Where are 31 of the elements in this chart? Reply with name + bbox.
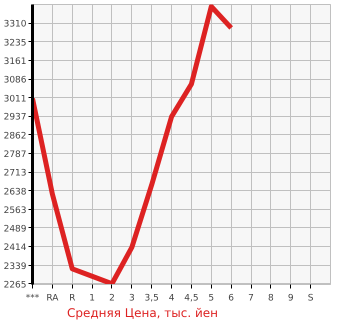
y-tick-label: 2787 [4,150,26,160]
y-tick-label: 3235 [4,38,26,48]
x-tick-label: 2 [109,294,115,304]
x-tick-label: 3 [128,294,135,304]
x-tick-label: 4,5 [184,294,199,304]
text: Средняя Цена, тыс. йен [67,306,218,320]
y-tick-label: 2489 [4,224,27,234]
x-tick-label: 6 [228,294,234,304]
y-tick-label: 3161 [4,56,26,67]
y-tick-label: 2414 [4,243,27,254]
x-tick-label: 1 [89,294,95,304]
x-tick-label: 4 [168,294,175,304]
y-tick-label: 2638 [4,187,27,198]
x-tick-label: R [69,294,76,304]
y-tick-label: 3310 [4,20,27,30]
y-tick-label: 2713 [4,168,26,179]
y-tick-label: 2862 [4,131,26,142]
x-tick-label: *** [26,294,40,304]
y-tick-label: 2339 [4,262,27,272]
y-tick-label: 2563 [4,206,26,216]
x-tick-label: 7 [248,294,254,304]
x-tick-label: RA [46,294,60,304]
x-tick-label: 9 [288,294,294,304]
y-tick-label: 2265 [4,280,26,290]
x-tick-label: 3,5 [144,294,159,304]
y-tick-label: 3086 [4,76,27,86]
y-tick-label: 2937 [4,112,26,123]
y-tick-label: 3011 [4,94,26,104]
x-tick-label: S [308,294,314,304]
x-tick-label: 8 [268,294,274,304]
x-tick-label: 5 [208,294,214,304]
